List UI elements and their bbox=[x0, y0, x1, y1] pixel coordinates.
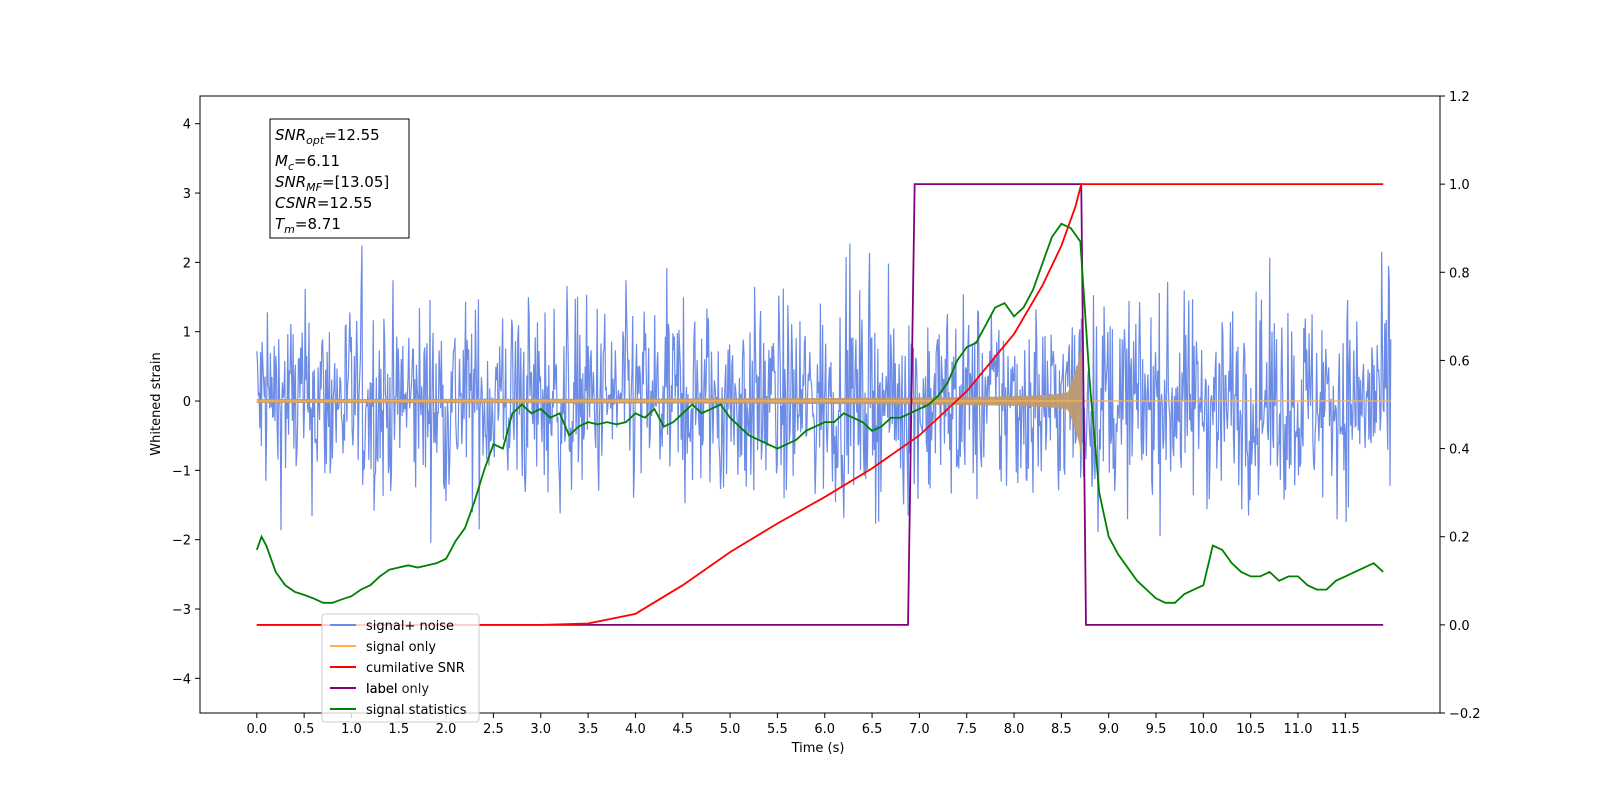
x-tick-label: 10.5 bbox=[1236, 722, 1265, 737]
x-tick-label: 3.5 bbox=[578, 722, 599, 737]
x-tick-label: 4.5 bbox=[672, 722, 693, 737]
x-tick-label: 5.0 bbox=[720, 722, 741, 737]
series-label bbox=[256, 183, 1384, 626]
legend-label-cumulative-snr: cumilative SNR bbox=[366, 661, 465, 676]
info-tm-subscript: m bbox=[284, 223, 295, 236]
y2-tick-label: 1.2 bbox=[1449, 90, 1470, 105]
y2-tick-label: 0.0 bbox=[1449, 619, 1470, 634]
info-mc: Mc=6.11 bbox=[275, 152, 340, 173]
legend-frame bbox=[321, 613, 480, 723]
y2-tick-label: −0.2 bbox=[1449, 707, 1481, 722]
x-tick-label: 9.0 bbox=[1098, 722, 1119, 737]
x-tick-label: 8.0 bbox=[1004, 722, 1025, 737]
series-cumulative-snr bbox=[256, 183, 1384, 626]
axis-ticks: 0.0 0.5 1.0 1.5 2.0 2.5 3.0 3.5 4.0 4.5 5.0 5.5 6.0 6… bbox=[172, 90, 1481, 737]
x-tick-label: 2.0 bbox=[436, 722, 457, 737]
y-axis-label: Whitened strain bbox=[149, 352, 164, 455]
x-tick-label: 11.5 bbox=[1331, 722, 1360, 737]
info-snr-mf-subscript: MF bbox=[306, 181, 322, 194]
info-mc-subscript: c bbox=[288, 160, 294, 173]
x-axis-label: Time (s) bbox=[791, 741, 845, 756]
info-snr-opt-value: =12.55 bbox=[324, 126, 380, 144]
y-tick-label: −3 bbox=[172, 603, 191, 618]
y2-tick-label: 0.8 bbox=[1449, 266, 1470, 281]
plot-area bbox=[255, 183, 1392, 626]
x-tick-label: 4.0 bbox=[625, 722, 646, 737]
series-signal-statistics bbox=[255, 222, 1384, 604]
series-signal-noise bbox=[256, 243, 1392, 543]
x-tick-label: 3.0 bbox=[530, 722, 551, 737]
info-csnr: CSNR=12.55 bbox=[275, 194, 372, 212]
info-box: SNRopt=12.55 Mc=6.11 SNRMF=[13.05] CSNR=… bbox=[269, 118, 410, 239]
legend-label-signal-noise: signal+ noise bbox=[366, 619, 454, 634]
x-tick-label: 7.5 bbox=[956, 722, 977, 737]
y2-tick-label: 1.0 bbox=[1449, 178, 1470, 193]
x-tick-label: 0.0 bbox=[246, 722, 267, 737]
info-mc-symbol: M bbox=[275, 152, 288, 170]
x-tick-label: 6.0 bbox=[814, 722, 835, 737]
legend: signal+ noise signal only cumilative SNR… bbox=[321, 613, 480, 723]
x-tick-label: 6.5 bbox=[862, 722, 883, 737]
y-tick-label: 2 bbox=[183, 256, 191, 271]
x-tick-label: 10.0 bbox=[1189, 722, 1218, 737]
x-tick-label: 5.5 bbox=[767, 722, 788, 737]
y2-tick-label: 0.6 bbox=[1449, 354, 1470, 369]
info-snr-opt-symbol: SNR bbox=[275, 126, 306, 144]
info-snr-opt-subscript: opt bbox=[306, 134, 325, 147]
info-snr-mf-value: =[13.05] bbox=[322, 173, 389, 191]
x-tick-label: 11.0 bbox=[1284, 722, 1313, 737]
legend-label-label: label bbox=[366, 682, 397, 697]
y2-tick-label: 0.2 bbox=[1449, 531, 1470, 546]
info-snr-mf-symbol: SNR bbox=[275, 173, 306, 191]
y-tick-label: −2 bbox=[172, 534, 191, 549]
legend-label-signal-statistics: signal statistics bbox=[366, 703, 467, 718]
x-tick-label: 2.5 bbox=[483, 722, 504, 737]
y-tick-label: −4 bbox=[172, 672, 191, 687]
info-csnr-symbol: CSNR bbox=[275, 194, 317, 212]
legend-ghost-label-only: label only bbox=[366, 682, 429, 697]
info-mc-value: =6.11 bbox=[294, 152, 340, 170]
y-tick-label: 4 bbox=[183, 118, 191, 133]
info-tm-symbol: T bbox=[275, 215, 286, 233]
info-box-frame bbox=[269, 118, 410, 239]
info-tm-value: =8.71 bbox=[295, 215, 341, 233]
x-tick-label: 7.0 bbox=[909, 722, 930, 737]
y-tick-label: 1 bbox=[183, 326, 191, 341]
x-tick-label: 1.5 bbox=[388, 722, 409, 737]
x-tick-label: 8.5 bbox=[1051, 722, 1072, 737]
x-tick-label: 1.0 bbox=[341, 722, 362, 737]
legend-label-signal-only: signal only bbox=[366, 640, 436, 655]
y-tick-label: −1 bbox=[172, 464, 191, 479]
x-tick-label: 0.5 bbox=[294, 722, 315, 737]
y-tick-label: 0 bbox=[183, 395, 191, 410]
info-csnr-value: =12.55 bbox=[317, 194, 373, 212]
x-tick-label: 9.5 bbox=[1146, 722, 1167, 737]
y-tick-label: 3 bbox=[183, 187, 191, 202]
axes-frame bbox=[199, 95, 1441, 714]
info-snr-mf: SNRMF=[13.05] bbox=[275, 173, 389, 194]
info-tm: Tm=8.71 bbox=[275, 215, 341, 236]
info-snr-opt: SNRopt=12.55 bbox=[275, 126, 380, 147]
y2-tick-label: 0.4 bbox=[1449, 443, 1470, 458]
